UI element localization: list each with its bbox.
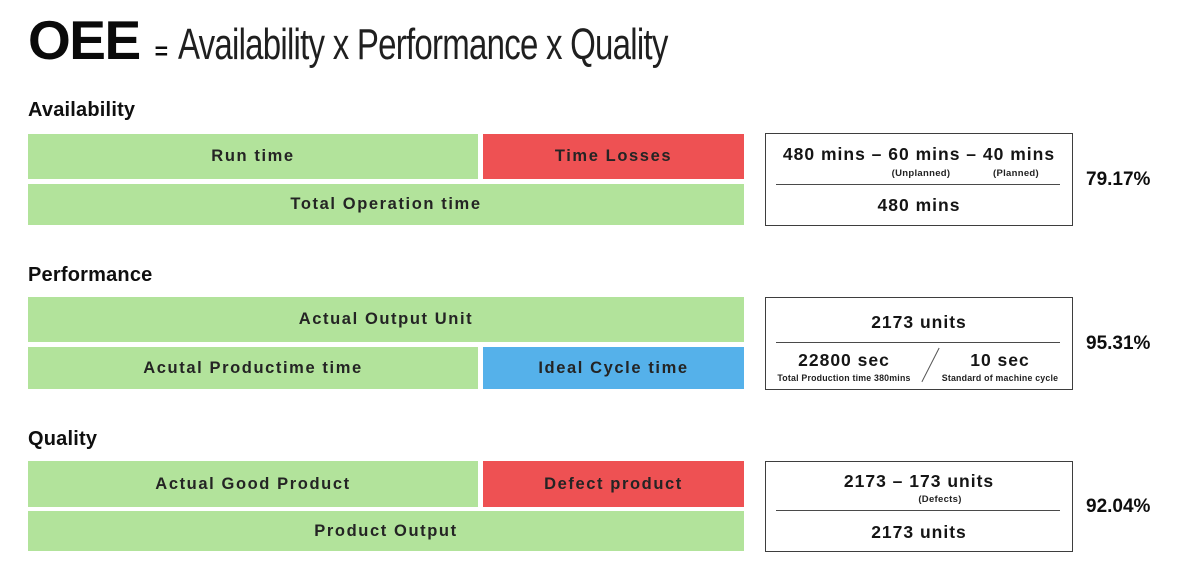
ideal-cycle-time-bar: Ideal Cycle time [483, 347, 744, 389]
bar-label: Total Operation time [290, 195, 482, 213]
availability-formula-box: 480 mins – 60 mins – 40 mins (Unplanned)… [765, 133, 1073, 226]
quality-formula-box: 2173 – 173 units (Defects) 2173 units [765, 461, 1073, 552]
actual-output-unit-bar: Actual Output Unit [28, 297, 744, 342]
formula-denominator: 2173 units [871, 522, 967, 542]
bar-label: Time Losses [554, 147, 673, 165]
actual-production-time-bar: Acutal Productime time [28, 347, 478, 389]
quality-bar-row-1: Actual Good Product Defect product [28, 461, 744, 507]
time-losses-bar: Time Losses [483, 134, 744, 179]
note-defects: (Defects) [918, 494, 962, 505]
total-operation-time-bar: Total Operation time [28, 184, 744, 225]
performance-bar-row-1: Actual Output Unit [28, 297, 744, 342]
bar-label: Run time [211, 147, 295, 165]
formula-numerator: 2173 units [871, 312, 967, 332]
fraction-divider [776, 510, 1060, 512]
fraction-divider [776, 342, 1060, 344]
formula-numerator: 2173 – 173 units [843, 471, 995, 491]
performance-bar-row-2: Acutal Productime time Ideal Cycle time [28, 347, 744, 389]
bar-label: Actual Output Unit [298, 310, 474, 328]
formula-denominator-right: 10 sec Standard of machine cycle [942, 350, 1058, 383]
formula-denominator-left: 22800 sec Total Production time 380mins [777, 350, 910, 383]
run-time-bar: Run time [28, 134, 478, 179]
actual-good-product-bar: Actual Good Product [28, 461, 478, 507]
availability-result: 79.17% [1086, 168, 1151, 190]
quality-result: 92.04% [1086, 495, 1151, 517]
bar-label: Product Output [314, 521, 458, 540]
quality-heading: Quality [28, 428, 98, 450]
division-slash [921, 347, 940, 383]
denominator-value: 10 sec [970, 350, 1030, 370]
formula-denominator: 480 mins [877, 195, 961, 215]
fraction-divider [776, 184, 1060, 186]
performance-result: 95.31% [1086, 332, 1151, 354]
page-title: OEE = Availability x Performance x Quali… [28, 8, 831, 72]
performance-heading: Performance [28, 264, 153, 286]
bar-label: Ideal Cycle time [538, 358, 689, 377]
note-unplanned: (Unplanned) [891, 168, 951, 179]
bar-label: Acutal Productime time [143, 358, 363, 377]
denominator-note: Total Production time 380mins [777, 373, 911, 383]
product-output-bar: Product Output [28, 511, 744, 551]
performance-formula-box: 2173 units 22800 sec Total Production ti… [765, 297, 1073, 390]
denominator-value: 22800 sec [798, 350, 890, 370]
denominator-note: Standard of machine cycle [941, 373, 1059, 383]
availability-bar-row-1: Run time Time Losses [28, 134, 744, 179]
availability-bar-row-2: Total Operation time [28, 184, 744, 225]
title-acronym: OEE [28, 9, 141, 71]
quality-bar-row-2: Product Output [28, 511, 744, 551]
note-planned: (Planned) [993, 168, 1039, 179]
availability-heading: Availability [28, 99, 136, 121]
formula-numerator: 480 mins – 60 mins – 40 mins [782, 144, 1056, 164]
defect-product-bar: Defect product [483, 461, 744, 507]
bar-label: Defect product [544, 474, 683, 493]
title-expression: Availability x Performance x Quality [178, 20, 668, 69]
bar-label: Actual Good Product [155, 474, 351, 493]
title-equals-sign: = [154, 38, 169, 64]
